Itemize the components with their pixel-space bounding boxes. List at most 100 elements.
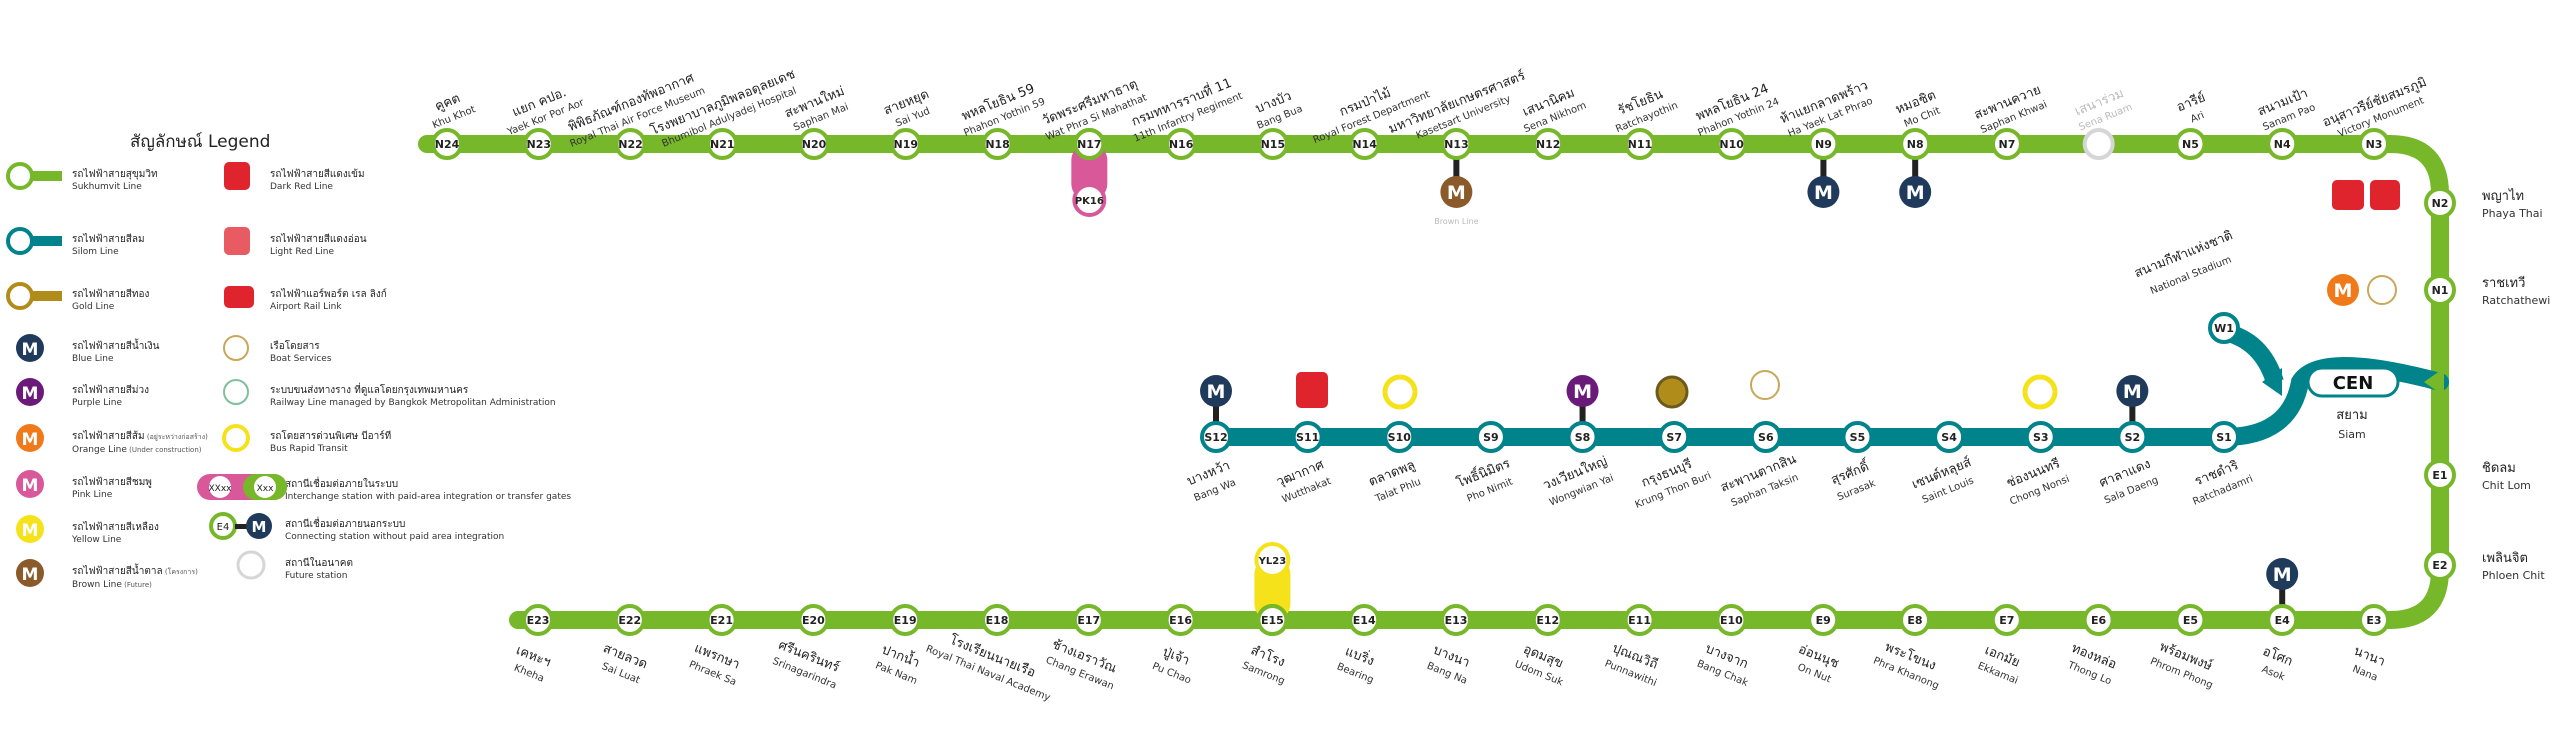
station-circle[interactable]: [1807, 128, 1840, 160]
station-circle[interactable]: [1899, 604, 1931, 636]
station-s6[interactable]: S6: [1749, 421, 1782, 453]
station-e5[interactable]: E5: [2174, 604, 2207, 636]
station-s5[interactable]: S5: [1841, 421, 1874, 453]
station-e21[interactable]: E21: [705, 604, 738, 636]
station-circle[interactable]: [1532, 128, 1565, 160]
station-circle[interactable]: [889, 128, 922, 160]
station-circle[interactable]: [1658, 421, 1691, 453]
station-n1[interactable]: N1: [2424, 274, 2456, 306]
station-e12[interactable]: E12: [1531, 604, 1564, 636]
station-e1[interactable]: E1: [2424, 459, 2456, 491]
station-circle[interactable]: [431, 128, 463, 160]
station-circle[interactable]: [2266, 604, 2299, 636]
station-e18[interactable]: E18: [981, 604, 1013, 636]
station-circle[interactable]: [614, 128, 647, 160]
station-s4[interactable]: S4: [1933, 421, 1966, 453]
station-circle[interactable]: [1200, 421, 1232, 453]
station-circle[interactable]: [2424, 274, 2456, 306]
station-n8[interactable]: N8: [1899, 128, 1932, 160]
station-circle[interactable]: [1440, 604, 1472, 636]
station-e8[interactable]: E8: [1899, 604, 1931, 636]
station-s12[interactable]: S12: [1200, 421, 1232, 453]
station-circle[interactable]: [981, 128, 1014, 160]
station-e15[interactable]: E15: [1256, 604, 1289, 636]
station-n14[interactable]: N14: [1348, 128, 1381, 160]
station-circle[interactable]: [1623, 128, 1656, 160]
station-n2[interactable]: N2: [2424, 187, 2456, 219]
station-circle[interactable]: [2358, 128, 2390, 160]
station-w1[interactable]: W1: [2208, 312, 2240, 344]
station-circle[interactable]: [797, 604, 830, 636]
station-circle[interactable]: [2424, 549, 2456, 581]
station-n17[interactable]: N17: [1073, 128, 1106, 160]
station-circle[interactable]: [2208, 312, 2240, 344]
station-circle[interactable]: [1440, 128, 1473, 160]
station-circle[interactable]: [1841, 421, 1874, 453]
station-circle[interactable]: [1256, 128, 1289, 160]
station-circle[interactable]: [1164, 604, 1197, 636]
station-circle[interactable]: [889, 604, 922, 636]
station-n18[interactable]: N18: [981, 128, 1014, 160]
station-n12[interactable]: N12: [1532, 128, 1565, 160]
station-circle[interactable]: [981, 604, 1013, 636]
station-n16[interactable]: N16: [1165, 128, 1198, 160]
station-n4[interactable]: N4: [2266, 128, 2299, 160]
station-circle[interactable]: [2266, 128, 2299, 160]
station-circle[interactable]: [2424, 187, 2456, 219]
station-e6[interactable]: E6: [2082, 604, 2115, 636]
station-circle[interactable]: [1566, 421, 1599, 453]
station-circle[interactable]: [798, 128, 831, 160]
station-circle[interactable]: [613, 604, 646, 636]
station-circle[interactable]: [1933, 421, 1966, 453]
station-e4[interactable]: E4: [2266, 604, 2299, 636]
station-e2[interactable]: E2: [2424, 549, 2456, 581]
station-circle[interactable]: [1348, 604, 1381, 636]
station-circle[interactable]: [1990, 604, 2023, 636]
station-e10[interactable]: E10: [1715, 604, 1748, 636]
station-s10[interactable]: S10: [1383, 421, 1416, 453]
station-circle[interactable]: [1383, 421, 1416, 453]
station-e11[interactable]: E11: [1623, 604, 1656, 636]
station-e13[interactable]: E13: [1440, 604, 1472, 636]
station-circle[interactable]: [2082, 128, 2115, 160]
station-circle[interactable]: [2424, 459, 2456, 491]
station-circle[interactable]: [2174, 128, 2207, 160]
station-e7[interactable]: E7: [1990, 604, 2023, 636]
station-circle[interactable]: [1291, 421, 1324, 453]
station-circle[interactable]: [2082, 604, 2115, 636]
station-circle[interactable]: [1072, 604, 1105, 636]
station-s9[interactable]: S9: [1474, 421, 1507, 453]
station-future[interactable]: [2082, 128, 2115, 160]
station-circle[interactable]: [1474, 421, 1507, 453]
station-e17[interactable]: E17: [1072, 604, 1105, 636]
siam-station-badge[interactable]: [2306, 366, 2400, 398]
station-n10[interactable]: N10: [1715, 128, 1748, 160]
station-circle[interactable]: [1899, 128, 1932, 160]
station-n15[interactable]: N15: [1256, 128, 1289, 160]
station-n7[interactable]: N7: [1990, 128, 2023, 160]
station-n9[interactable]: N9: [1807, 128, 1840, 160]
station-circle[interactable]: [1348, 128, 1381, 160]
station-circle[interactable]: [1256, 604, 1289, 636]
station-e9[interactable]: E9: [1807, 604, 1840, 636]
station-circle[interactable]: [705, 604, 738, 636]
station-circle[interactable]: [1531, 604, 1564, 636]
station-circle[interactable]: [2024, 421, 2057, 453]
station-e22[interactable]: E22: [613, 604, 646, 636]
station-circle[interactable]: [1715, 604, 1748, 636]
station-n11[interactable]: N11: [1623, 128, 1656, 160]
station-circle[interactable]: [1165, 128, 1198, 160]
station-circle[interactable]: [1749, 421, 1782, 453]
station-e14[interactable]: E14: [1348, 604, 1381, 636]
station-circle[interactable]: [2358, 604, 2390, 636]
station-s7[interactable]: S7: [1658, 421, 1691, 453]
station-e20[interactable]: E20: [797, 604, 830, 636]
station-n5[interactable]: N5: [2174, 128, 2207, 160]
station-circle[interactable]: [2208, 421, 2240, 453]
station-e23[interactable]: E23: [522, 604, 554, 636]
station-n20[interactable]: N20: [798, 128, 831, 160]
station-s3[interactable]: S3: [2024, 421, 2057, 453]
station-circle[interactable]: [2116, 421, 2149, 453]
station-circle[interactable]: [1715, 128, 1748, 160]
station-circle[interactable]: [1073, 128, 1106, 160]
